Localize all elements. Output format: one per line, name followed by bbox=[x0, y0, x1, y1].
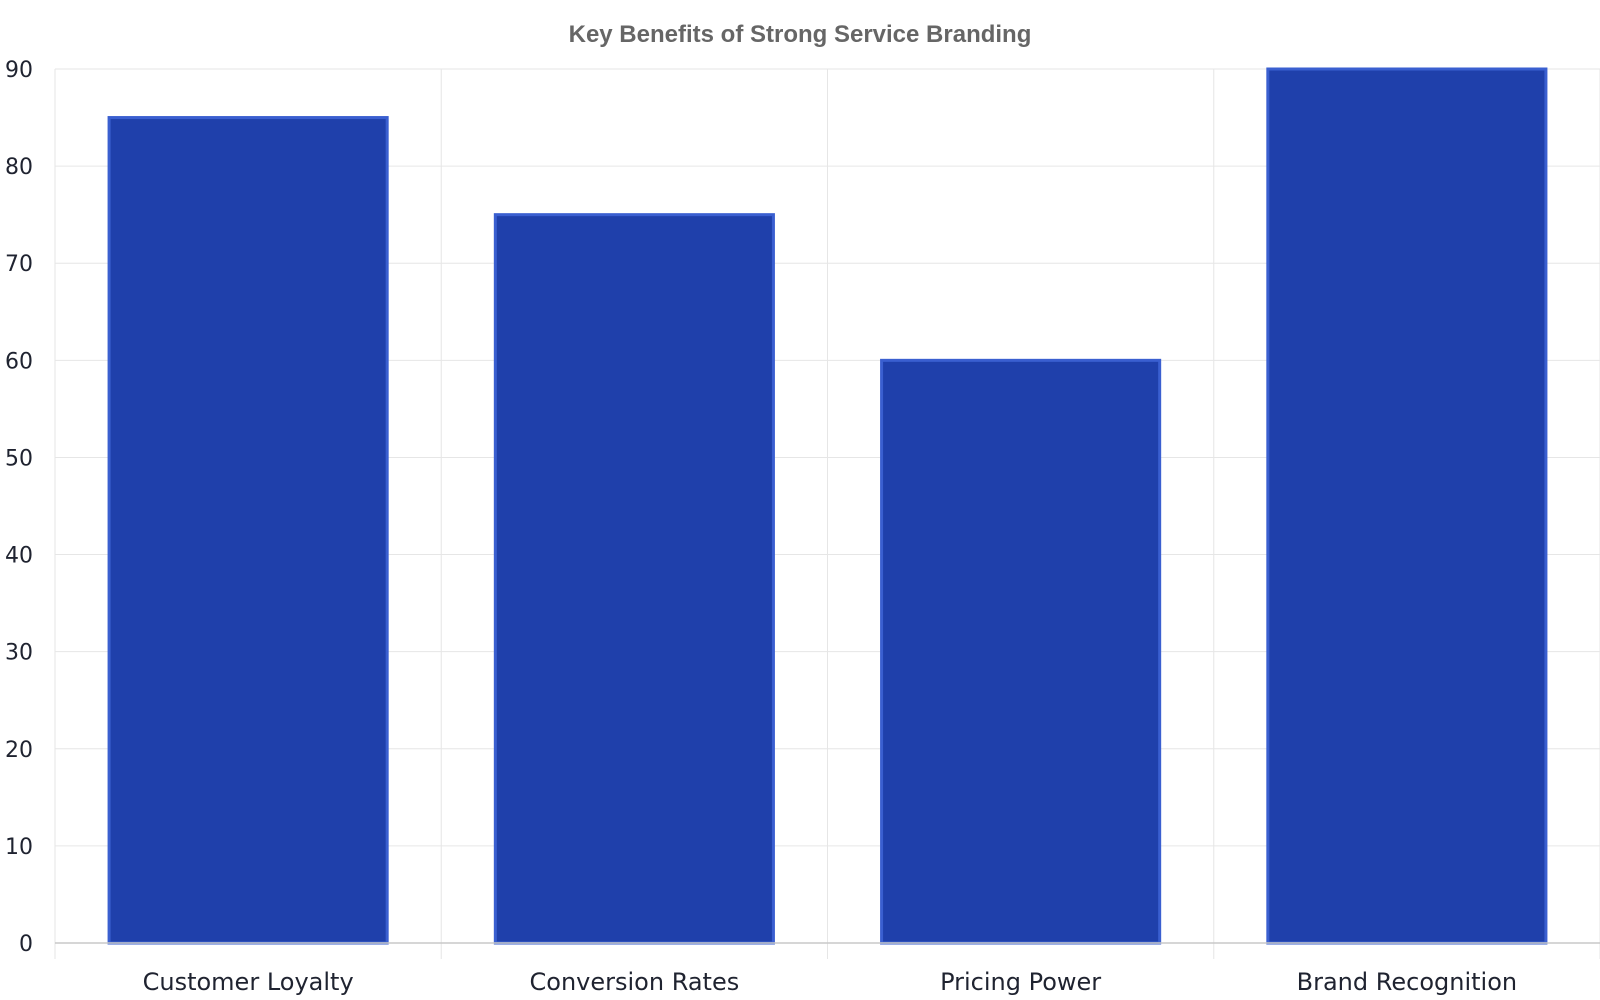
bar bbox=[107, 116, 389, 945]
bar bbox=[493, 213, 775, 945]
y-tick-label: 90 bbox=[5, 58, 33, 83]
labels-layer: 0 10 20 30 40 50 60 70 80 90 Customer Loyalty Conve… bbox=[5, 58, 1517, 996]
y-tick-label: 40 bbox=[5, 544, 33, 569]
bar bbox=[880, 358, 1162, 945]
y-tick-label: 50 bbox=[5, 446, 33, 471]
x-tick-label: Customer Loyalty bbox=[143, 968, 354, 996]
chart-title: Key Benefits of Strong Service Branding bbox=[569, 21, 1032, 48]
y-tick-label: 70 bbox=[5, 252, 33, 277]
x-tick-label: Pricing Power bbox=[940, 968, 1101, 996]
y-tick-label: 30 bbox=[5, 641, 33, 666]
y-tick-label: 80 bbox=[5, 155, 33, 180]
bar bbox=[1266, 67, 1548, 945]
y-tick-label: 0 bbox=[19, 932, 33, 957]
bars-layer bbox=[107, 67, 1548, 945]
y-tick-label: 20 bbox=[5, 738, 33, 763]
y-tick-label: 10 bbox=[5, 835, 33, 860]
x-tick-label: Brand Recognition bbox=[1297, 968, 1517, 996]
y-tick-label: 60 bbox=[5, 349, 33, 374]
x-tick-label: Conversion Rates bbox=[530, 968, 740, 996]
